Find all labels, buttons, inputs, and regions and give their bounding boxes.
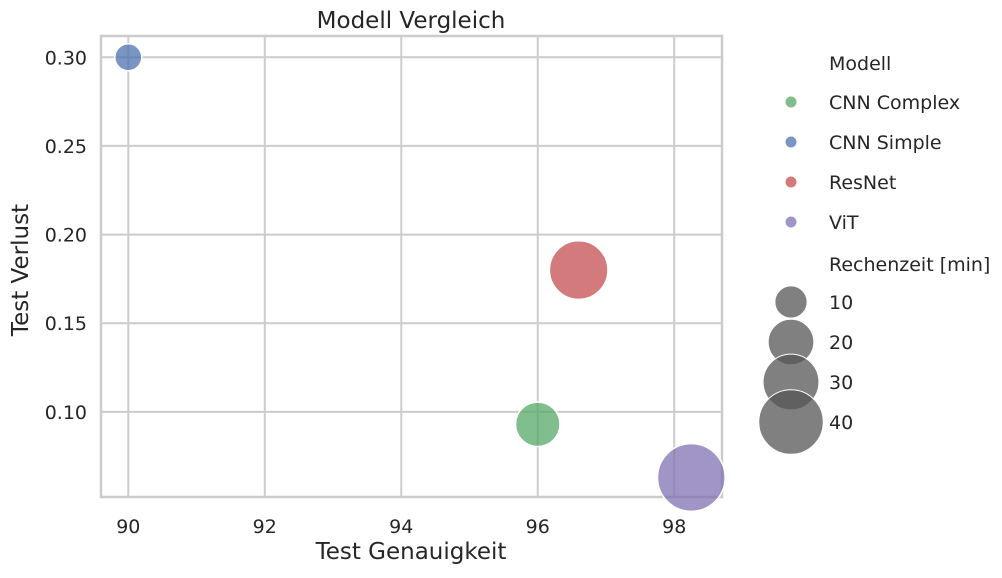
legend-label: ResNet <box>829 172 896 194</box>
x-tick-label: 96 <box>526 516 550 538</box>
legend-label: CNN Complex <box>829 92 960 114</box>
data-point-resnet <box>548 239 609 301</box>
legend-marker <box>784 175 798 189</box>
legend-size-label: 40 <box>829 412 853 434</box>
plot-frame <box>99 34 724 499</box>
y-tick-label: 0.25 <box>45 136 87 158</box>
data-point-vit <box>656 442 726 513</box>
x-tick-label: 98 <box>662 516 686 538</box>
legend-label: ViT <box>829 212 859 234</box>
x-tick-labels: 90 92 94 96 98 <box>116 516 686 538</box>
legend-size-label: 20 <box>829 332 853 354</box>
legend-label: CNN Simple <box>829 132 942 154</box>
y-tick-label: 0.20 <box>45 225 87 247</box>
legend-size-marker <box>774 285 808 319</box>
data-point-cnn-complex <box>514 401 561 448</box>
legend-hue-title: Modell <box>829 53 891 75</box>
data-point-cnn-simple <box>114 43 143 72</box>
legend-marker <box>784 215 798 229</box>
legend-size-marker <box>758 389 824 455</box>
legend-size-title: Rechenzeit [min] <box>829 254 990 276</box>
legend-marker <box>784 135 798 149</box>
x-tick-label: 90 <box>116 516 140 538</box>
legend: Modell CNN Complex CNN Simple ResNet ViT Re… <box>758 53 990 455</box>
y-tick-label: 0.30 <box>45 47 87 69</box>
x-tick-label: 94 <box>389 516 413 538</box>
legend-size-label: 30 <box>829 372 853 394</box>
x-tick-label: 92 <box>253 516 277 538</box>
y-axis-label: Test Verlust <box>8 204 34 337</box>
y-tick-label: 0.10 <box>45 402 87 424</box>
legend-marker <box>784 95 798 109</box>
grid-lines <box>101 36 722 497</box>
legend-size-label: 10 <box>829 292 853 314</box>
y-tick-labels: 0.10 0.15 0.20 0.25 0.30 <box>45 47 87 424</box>
chart-title: Modell Vergleich <box>317 8 506 34</box>
legend-size-entries: 10 20 30 40 <box>758 285 853 455</box>
x-axis-label: Test Genauigkeit <box>315 539 507 565</box>
data-points <box>114 43 726 513</box>
legend-hue-entries: CNN Complex CNN Simple ResNet ViT <box>784 92 960 234</box>
y-tick-label: 0.15 <box>45 313 87 335</box>
